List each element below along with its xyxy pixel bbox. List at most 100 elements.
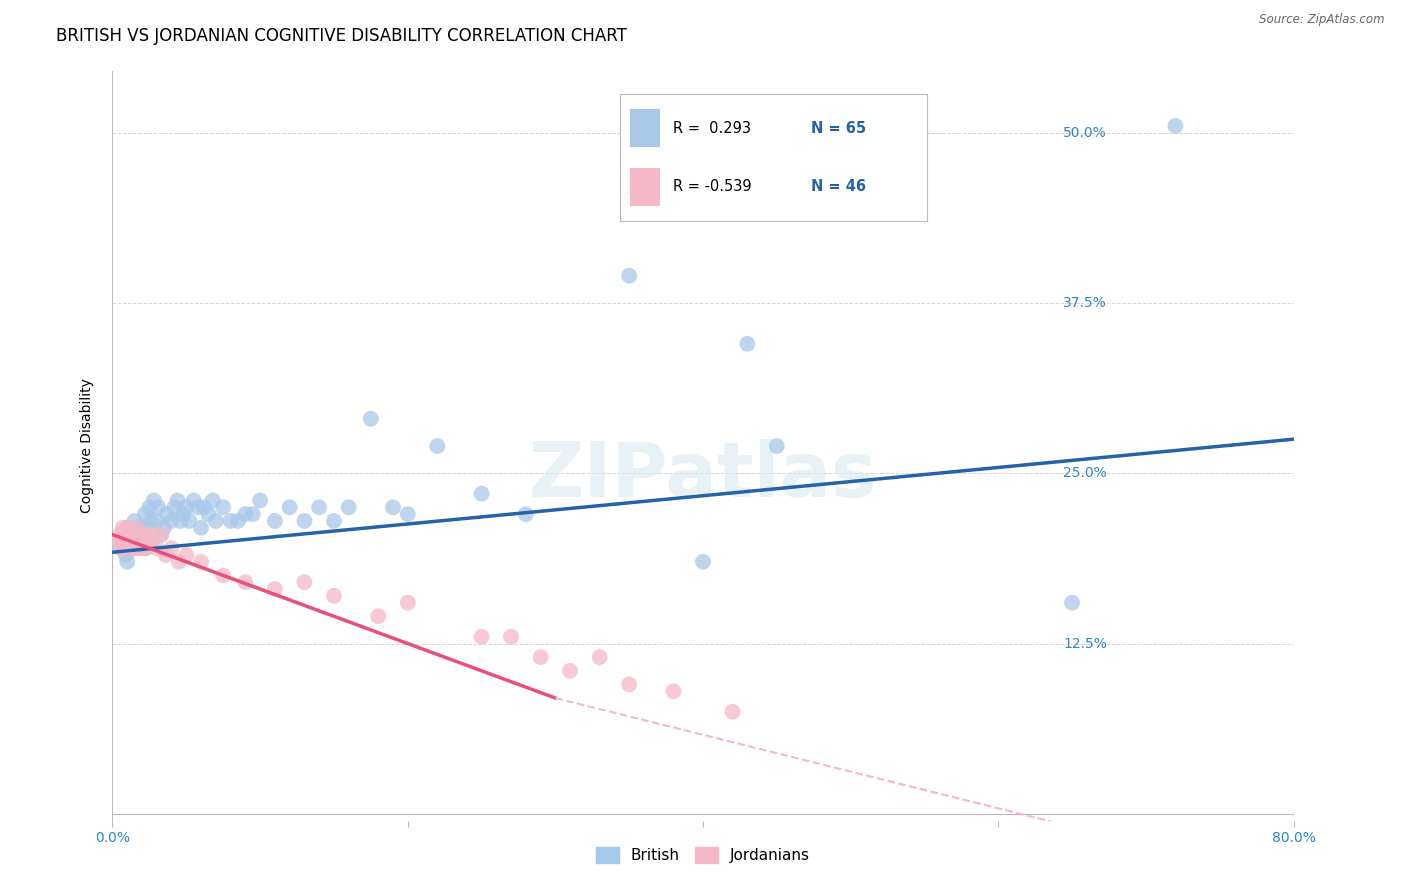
Point (160, 514, 183, 528)
Point (124, 514, 146, 528)
Point (167, 555, 190, 569)
Point (201, 493, 224, 508)
Point (721, 705, 744, 719)
Point (166, 493, 188, 508)
Point (396, 507, 419, 521)
Point (112, 534, 135, 549)
Point (588, 650, 610, 665)
Point (323, 514, 346, 528)
Point (197, 507, 219, 521)
Point (169, 514, 191, 528)
Point (292, 575, 315, 590)
Point (308, 500, 330, 515)
Point (292, 514, 315, 528)
Point (1164, 119, 1187, 133)
Point (132, 534, 155, 549)
Point (150, 527, 173, 541)
Point (118, 541, 141, 556)
Point (131, 541, 153, 556)
Point (515, 507, 537, 521)
Point (132, 534, 155, 549)
Point (529, 650, 551, 665)
Point (242, 507, 264, 521)
Text: Source: ZipAtlas.com: Source: ZipAtlas.com (1260, 13, 1385, 27)
Point (678, 180, 700, 194)
Text: ZIPatlas: ZIPatlas (529, 439, 877, 513)
Point (766, 439, 789, 453)
Point (124, 541, 146, 556)
Point (264, 514, 287, 528)
Text: BRITISH VS JORDANIAN COGNITIVE DISABILITY CORRELATION CHART: BRITISH VS JORDANIAN COGNITIVE DISABILIT… (56, 27, 627, 45)
Point (134, 527, 156, 541)
Point (619, 677, 641, 691)
Point (179, 514, 201, 528)
Point (193, 500, 215, 515)
Point (426, 439, 449, 453)
Point (110, 541, 132, 556)
Point (163, 500, 186, 515)
Point (121, 527, 143, 541)
Point (150, 527, 173, 541)
Point (134, 541, 156, 556)
Point (114, 527, 136, 541)
Point (558, 664, 582, 678)
Point (153, 521, 176, 535)
Point (127, 534, 149, 549)
Point (172, 507, 194, 521)
Point (122, 534, 145, 549)
Point (129, 527, 152, 541)
Point (226, 514, 249, 528)
Point (148, 500, 170, 515)
Point (233, 507, 256, 521)
Point (128, 521, 150, 535)
Point (135, 541, 157, 556)
Point (135, 521, 157, 535)
Point (212, 568, 235, 582)
Point (212, 500, 235, 515)
Point (737, 336, 759, 351)
Point (131, 527, 153, 541)
Point (323, 589, 346, 603)
Text: 50.0%: 50.0% (1063, 126, 1107, 140)
Point (146, 514, 169, 528)
Point (111, 521, 134, 535)
Point (108, 527, 131, 541)
Point (128, 541, 150, 556)
Point (174, 500, 197, 515)
Text: 37.5%: 37.5% (1063, 296, 1107, 310)
Point (127, 541, 149, 556)
Point (219, 514, 242, 528)
Point (367, 609, 389, 624)
Point (382, 500, 405, 515)
Point (501, 630, 523, 644)
Point (190, 555, 212, 569)
Point (122, 534, 145, 549)
Point (187, 500, 209, 515)
Point (120, 534, 142, 549)
Point (190, 521, 212, 535)
Point (160, 541, 183, 556)
Point (174, 548, 197, 562)
Point (107, 534, 129, 549)
Legend: British, Jordanians: British, Jordanians (589, 841, 817, 869)
Text: 25.0%: 25.0% (1063, 467, 1107, 480)
Point (264, 582, 287, 596)
Point (249, 493, 271, 508)
Point (138, 500, 160, 515)
Point (183, 493, 205, 508)
Point (470, 630, 494, 644)
Point (117, 521, 138, 535)
Point (619, 268, 641, 283)
Point (1062, 596, 1084, 610)
Point (337, 500, 360, 515)
Point (112, 527, 135, 541)
Point (138, 534, 160, 549)
Point (111, 534, 134, 549)
Point (134, 507, 156, 521)
Point (205, 514, 228, 528)
Point (662, 684, 685, 698)
Point (125, 521, 148, 535)
Point (117, 521, 138, 535)
Point (125, 534, 148, 549)
Y-axis label: Cognitive Disability: Cognitive Disability (80, 378, 94, 514)
